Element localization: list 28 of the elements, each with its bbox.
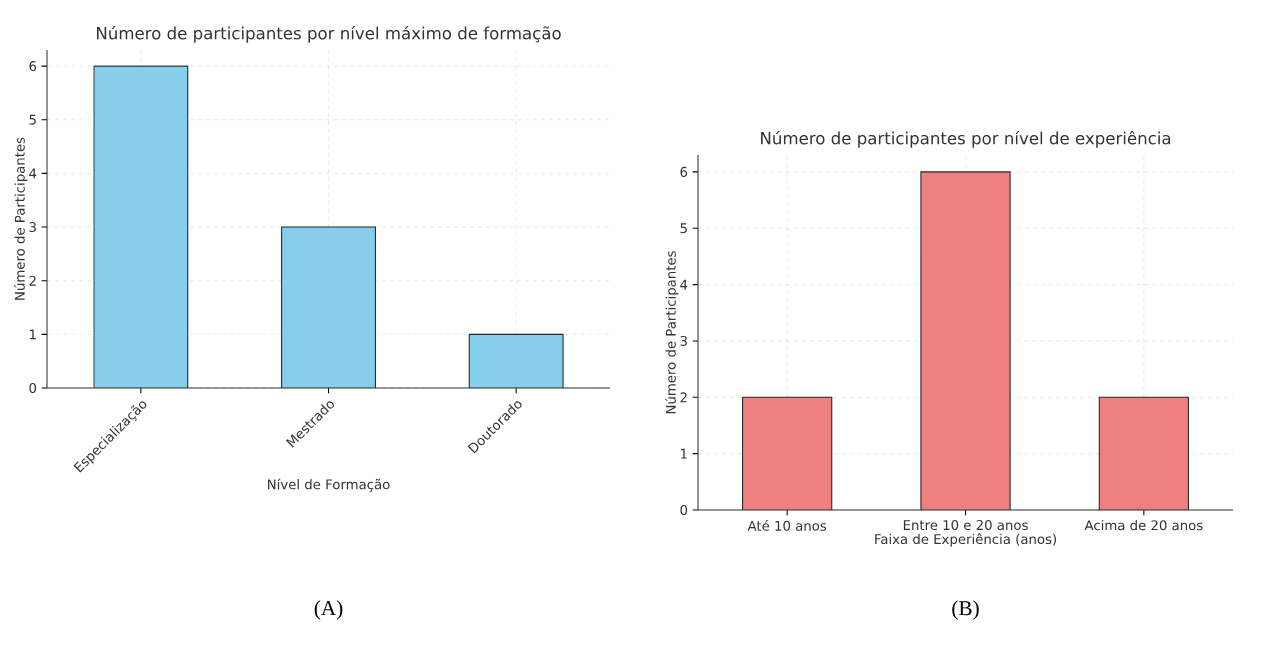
y-axis-title: Número de Participantes	[14, 137, 28, 300]
y-tick-label: 5	[29, 114, 36, 125]
y-tick-label: 0	[29, 382, 37, 394]
x-axis-title: Nível de Formação	[268, 478, 390, 492]
y-tick-label: 2	[29, 275, 36, 286]
x-tick-label: Entre 10 e 20 anos	[903, 520, 1028, 531]
y-tick-label: 0	[680, 504, 688, 516]
y-tick-label: 5	[680, 223, 687, 234]
x-tick-label: Até 10 anos	[747, 520, 827, 531]
text: (A)	[314, 600, 343, 620]
y-tick-label: 4	[29, 168, 37, 179]
y-tick-label: 1	[680, 448, 687, 459]
y-tick-label: 3	[29, 222, 36, 233]
y-tick-label: 6	[29, 61, 37, 72]
chart-title: Número de participantes por nível de experiência	[761, 130, 1171, 148]
x-tick-label: Acima de 20 anos	[1084, 520, 1203, 531]
text: (B)	[952, 600, 979, 620]
y-tick-label: 1	[29, 329, 36, 340]
x-axis-title: Faixa de Experiência (anos)	[875, 533, 1056, 547]
chart-title: Número de participantes por nível máximo de formação	[97, 25, 561, 43]
bar	[93, 65, 189, 388]
y-axis-title: Número de Participantes	[665, 251, 679, 414]
y-tick-label: 2	[680, 392, 687, 403]
y-tick-label: 3	[680, 335, 687, 346]
y-tick-label: 4	[680, 279, 688, 290]
bar	[468, 333, 564, 388]
y-tick-label: 6	[680, 166, 688, 177]
bar	[281, 226, 376, 388]
